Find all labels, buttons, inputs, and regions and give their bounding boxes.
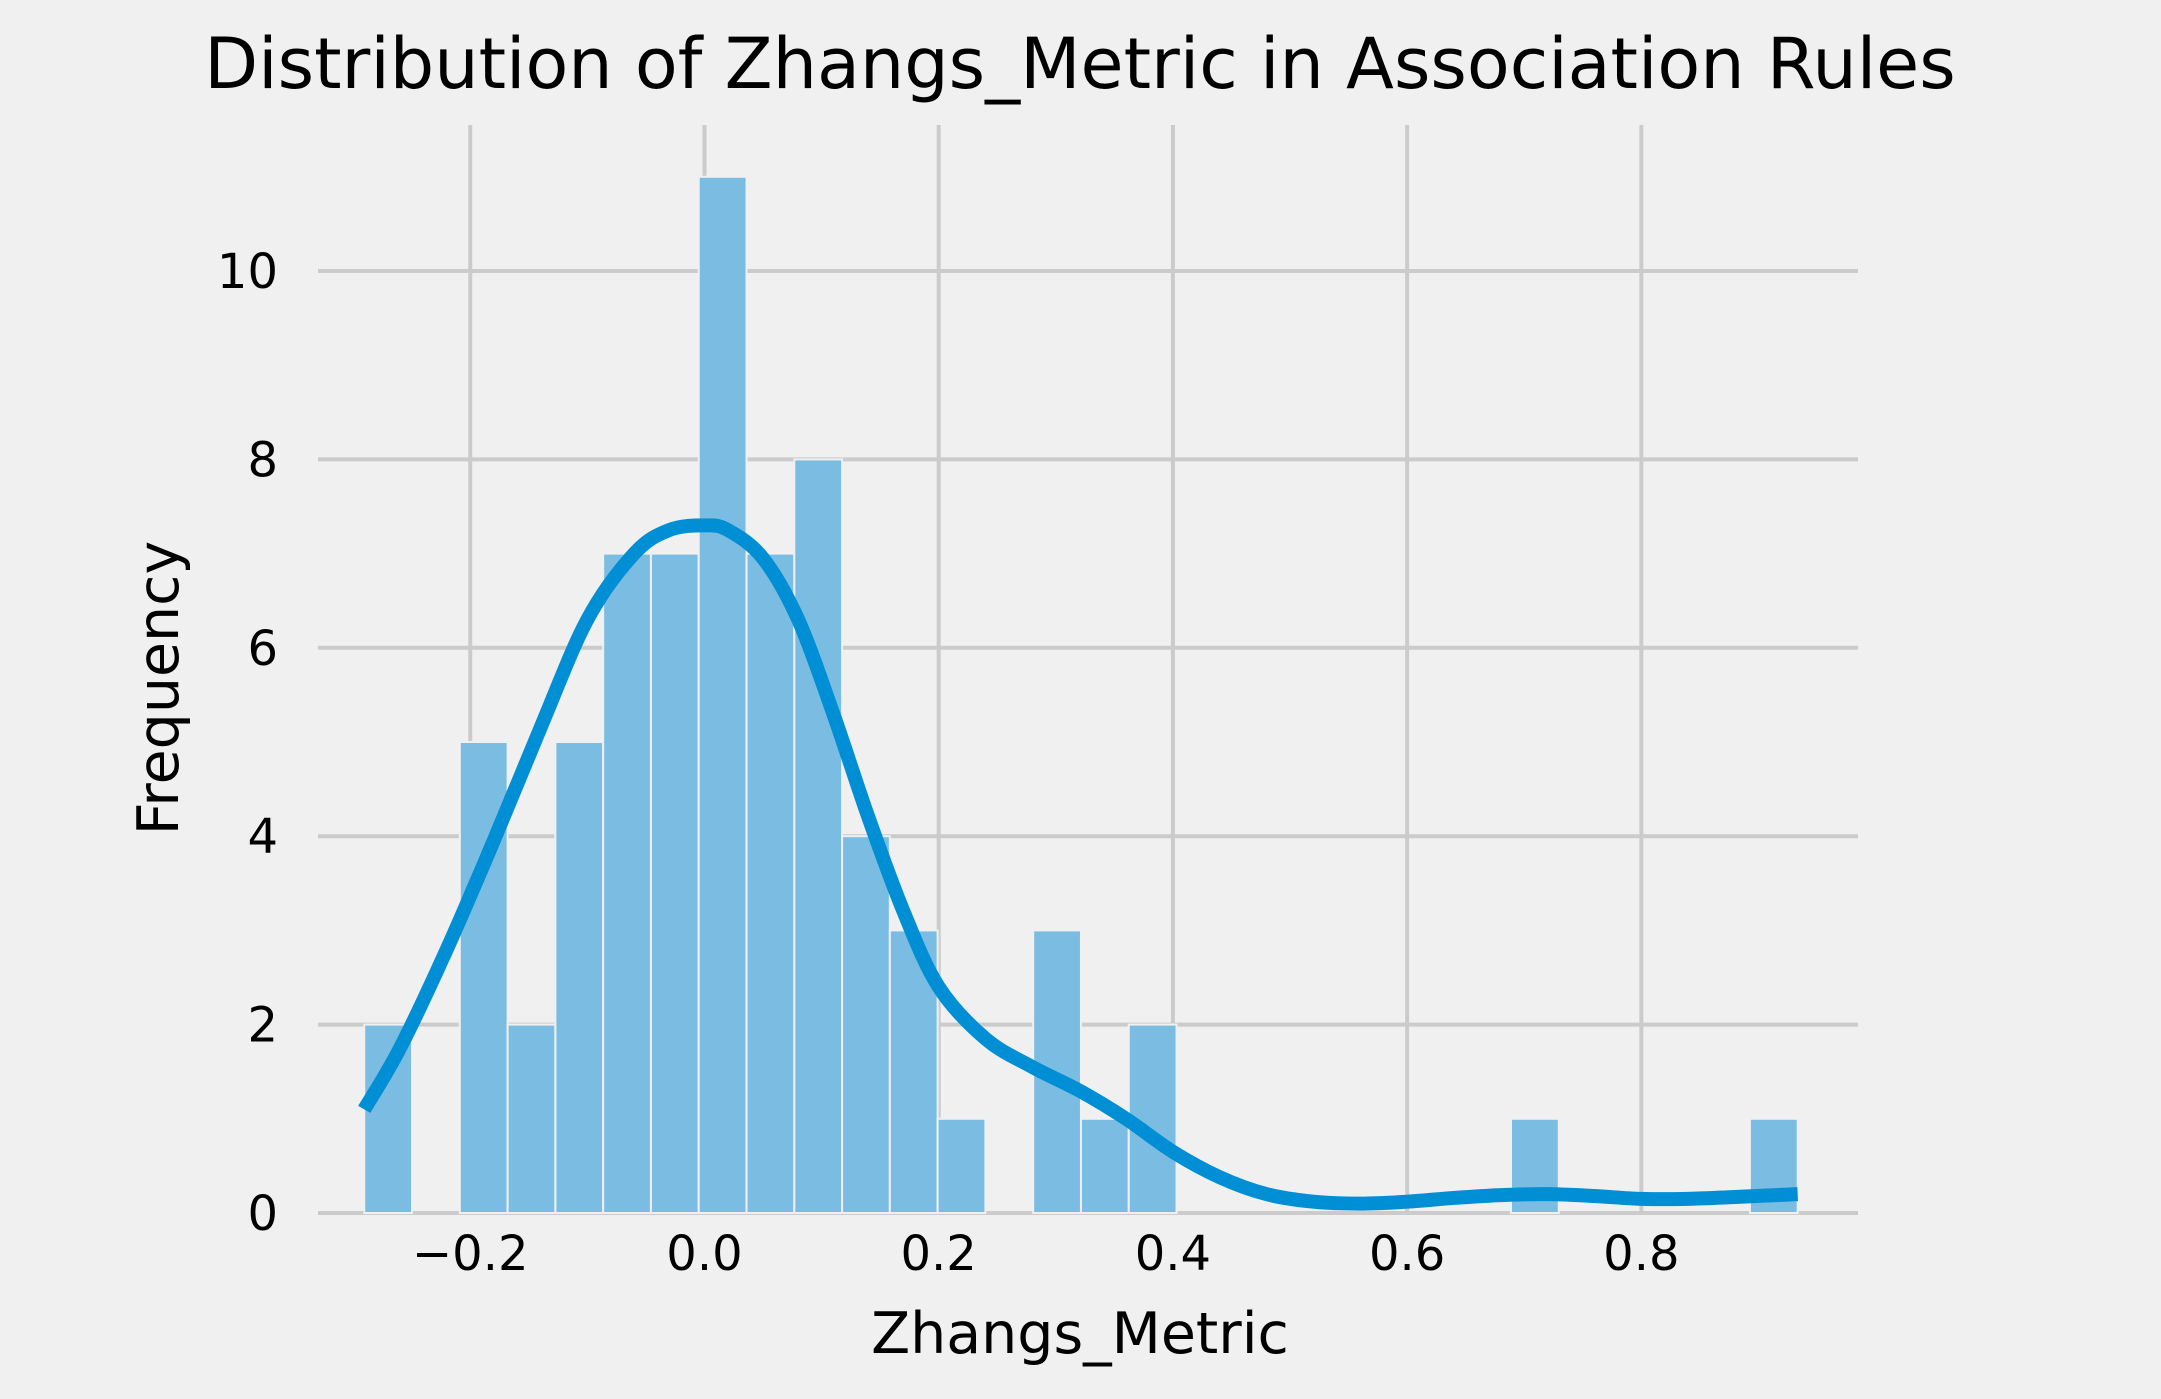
histogram-bar xyxy=(697,175,748,1214)
x-tick-label: −0.2 xyxy=(412,1226,529,1282)
histogram-bar xyxy=(936,1117,987,1215)
y-tick-label: 4 xyxy=(247,809,278,865)
x-tick-label: 0.0 xyxy=(666,1226,742,1282)
kde-curve xyxy=(358,518,1799,1211)
x-tick-label: 0.6 xyxy=(1369,1226,1445,1282)
histogram-bar xyxy=(649,552,700,1214)
histogram-bar xyxy=(745,552,796,1214)
histogram-bar xyxy=(841,835,891,1215)
x-axis-label: Zhangs_Metric xyxy=(871,1301,1289,1367)
chart-title: Distribution of Zhangs_Metric in Associa… xyxy=(204,23,1955,105)
y-tick-label: 10 xyxy=(217,244,278,300)
x-tick-labels: −0.2 0.0 0.2 0.4 0.6 0.8 xyxy=(412,1226,1680,1282)
y-tick-labels: 0 2 4 6 8 10 xyxy=(217,244,278,1242)
y-tick-label: 2 xyxy=(247,998,278,1054)
histogram-bar xyxy=(554,741,605,1214)
histogram-bar xyxy=(793,458,844,1214)
y-tick-label: 8 xyxy=(247,432,278,488)
y-tick-label: 6 xyxy=(247,621,278,677)
x-tick-label: 0.2 xyxy=(901,1226,977,1282)
y-axis-label: Frequency xyxy=(126,541,192,835)
histogram-bar xyxy=(1079,1117,1130,1215)
x-tick-label: 0.4 xyxy=(1135,1226,1211,1282)
x-tick-label: 0.8 xyxy=(1603,1226,1679,1282)
y-tick-label: 0 xyxy=(247,1186,278,1242)
histogram-bars xyxy=(363,175,1799,1215)
histogram-bar xyxy=(602,552,652,1214)
histogram-bar xyxy=(506,1023,557,1214)
